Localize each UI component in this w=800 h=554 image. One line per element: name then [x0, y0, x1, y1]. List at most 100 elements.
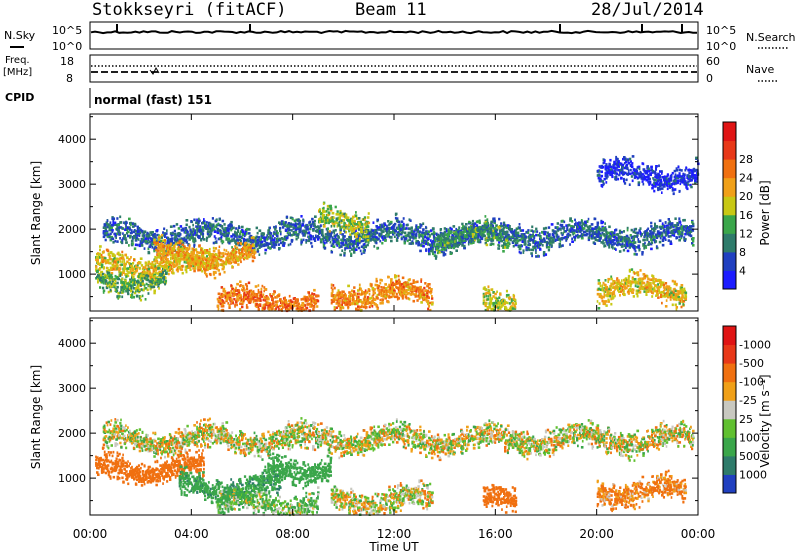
value_db-cell	[691, 225, 693, 228]
value_db-cell	[476, 234, 479, 237]
value_db-cell	[129, 280, 131, 283]
value_db-cell	[668, 222, 671, 226]
value_db-cell	[279, 304, 282, 308]
value_db-cell	[561, 244, 564, 247]
value_db-cell	[674, 217, 677, 220]
value_db-cell	[217, 307, 220, 311]
value_db-cell	[180, 240, 183, 243]
value_db-cell	[204, 271, 207, 275]
value_db-cell	[155, 241, 158, 245]
value_db-cell	[419, 226, 422, 229]
value_db-cell	[353, 248, 356, 251]
value_db-cell	[571, 220, 574, 223]
value_db-cell	[554, 238, 557, 241]
value_db-cell	[166, 232, 168, 235]
value_db-cell	[203, 262, 206, 265]
value_db-cell	[109, 257, 112, 261]
value_db-cell	[161, 236, 164, 239]
value_db-cell	[114, 221, 117, 225]
value_db-cell	[296, 298, 299, 301]
value_db-cell	[169, 253, 172, 257]
value_db-cell	[137, 261, 141, 265]
value_db-cell	[239, 254, 241, 257]
value_db-cell	[151, 278, 154, 281]
value_db-cell	[237, 259, 240, 263]
value_db-cell	[277, 294, 279, 297]
freq-right-tick-top: 60	[706, 55, 720, 68]
value_db-cell	[131, 225, 135, 228]
value_db-cell	[205, 273, 208, 276]
value_db-cell	[565, 237, 568, 241]
value_db-feature-2	[95, 262, 168, 302]
value_db-cell	[200, 238, 203, 242]
value_db-cell	[354, 229, 357, 232]
value_db-cell	[661, 232, 664, 235]
value_db-cell	[142, 237, 145, 241]
value_db-cell	[119, 215, 122, 219]
value_db-cell	[570, 225, 573, 228]
value_db-cell	[289, 216, 293, 220]
value_db-cell	[118, 226, 121, 229]
value_db-cell	[222, 262, 225, 266]
value_db-cell	[218, 245, 221, 249]
value_db-cell	[192, 223, 194, 227]
value_db-cell	[255, 303, 258, 306]
value_db-cell	[113, 285, 116, 289]
value_db-cell	[392, 231, 395, 234]
value_db-cell	[290, 303, 293, 307]
value_db-cell	[100, 270, 104, 274]
value_db-cell	[142, 235, 145, 239]
value_db-cell	[95, 265, 98, 268]
value_db-cell	[163, 248, 166, 251]
value_db-cell	[576, 230, 579, 233]
value_db-cell	[524, 241, 527, 244]
value_db-cell	[232, 260, 235, 264]
value_db-cell	[519, 247, 522, 250]
value_db-cell	[404, 236, 408, 239]
value_db-cell	[332, 242, 335, 245]
value_db-cell	[128, 217, 131, 221]
value_db-cell	[224, 262, 228, 266]
value_db-cell	[678, 230, 682, 234]
value_db-cell	[402, 222, 405, 226]
value_db-cell	[581, 233, 585, 236]
value_db-cell	[219, 263, 223, 266]
value_db-cell	[311, 224, 313, 227]
value_db-cell	[231, 252, 234, 256]
value_db-cell	[536, 241, 539, 244]
value_db-cell	[124, 279, 127, 283]
value_db-cell	[317, 226, 321, 230]
value_db-cell	[209, 233, 212, 236]
value_db-cell	[241, 230, 243, 233]
value_db-cell	[97, 258, 99, 262]
value_db-cell	[104, 260, 107, 263]
value_db-cell	[102, 230, 106, 233]
value_db-cell	[428, 230, 431, 233]
value_db-cell	[248, 289, 251, 293]
value_db-cell	[231, 287, 234, 291]
value_db-cell	[333, 231, 336, 235]
value_db-cell	[375, 241, 378, 245]
value_db-cell	[128, 261, 131, 265]
value_db-cell	[220, 255, 224, 259]
value_db-cell	[262, 298, 265, 302]
value_db-cell	[190, 220, 193, 223]
value_db-cell	[283, 303, 287, 306]
value_db-cell	[585, 232, 589, 236]
value_db-cell	[178, 266, 182, 269]
value_db-cell	[598, 237, 601, 240]
value_db-cell	[287, 299, 291, 303]
value_db-cell	[186, 255, 189, 259]
value_db-cell	[372, 221, 375, 224]
value_db-cell	[169, 261, 171, 264]
value_db-cell	[244, 283, 248, 286]
value_db-cell	[245, 239, 248, 242]
value_db-cell	[229, 262, 232, 265]
value_db-cell	[121, 295, 124, 299]
value_db-cell	[243, 287, 245, 290]
value_db-cell	[326, 232, 329, 236]
value_db-cell	[121, 277, 124, 281]
value_db-cell	[380, 232, 383, 235]
